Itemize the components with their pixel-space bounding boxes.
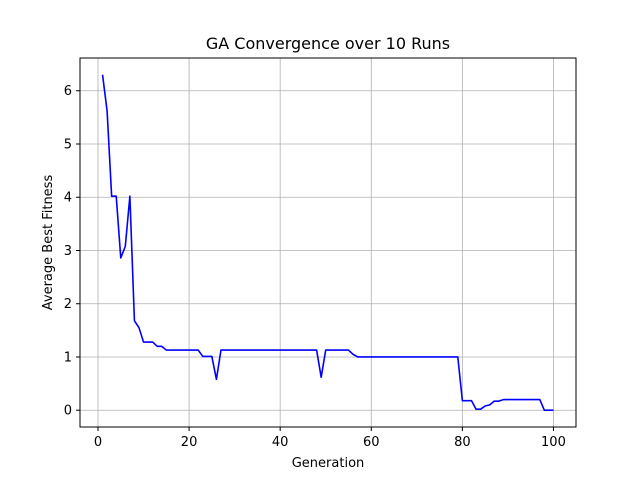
y-tick-label: 3 — [64, 244, 72, 259]
y-axis-label: Average Best Fitness — [41, 175, 56, 311]
grid-lines — [80, 58, 576, 427]
chart-title: GA Convergence over 10 Runs — [206, 34, 450, 53]
x-tick-label: 100 — [541, 435, 566, 450]
series-line — [101, 74, 554, 412]
y-tick-label: 2 — [64, 297, 72, 312]
x-ticks: 0 20 40 60 80 100 — [94, 427, 566, 450]
y-tick-label: 1 — [64, 350, 72, 365]
x-tick-label: 20 — [181, 435, 198, 450]
x-tick-label: 40 — [272, 435, 289, 450]
plot-area — [80, 58, 576, 427]
y-tick-label: 6 — [64, 84, 72, 99]
y-tick-label: 4 — [64, 191, 72, 206]
y-tick-label: 0 — [64, 404, 72, 419]
y-ticks: 0 1 2 3 4 5 6 — [64, 84, 80, 419]
x-tick-label: 0 — [94, 435, 102, 450]
x-axis-label: Generation — [292, 456, 365, 471]
x-tick-label: 60 — [363, 435, 380, 450]
y-tick-label: 5 — [64, 137, 72, 152]
axes-frame — [79, 57, 577, 428]
x-tick-label: 80 — [454, 435, 471, 450]
series-group — [101, 74, 554, 412]
